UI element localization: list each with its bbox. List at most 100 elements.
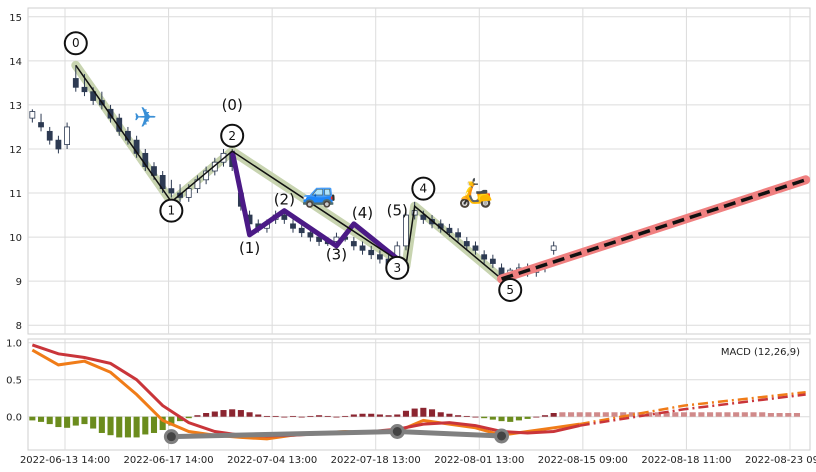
wave-label: 5 xyxy=(506,283,514,297)
wave-label-circle xyxy=(220,123,245,148)
candle-body xyxy=(168,188,175,194)
macd-projection-line xyxy=(579,391,806,426)
macd-histogram-bar xyxy=(428,409,436,417)
macd-histogram-bar xyxy=(177,416,184,422)
airplane-icon: ✈ xyxy=(134,101,157,134)
x-tick-label: 2022-08-01 13:00 xyxy=(434,455,524,466)
macd-panel: 0.0 0.5 1.0 MACD (12,26,9) xyxy=(6,338,811,451)
price-y-tick-label: 10 xyxy=(9,233,22,244)
macd-y-tick-label: 1.0 xyxy=(6,339,22,350)
macd-histogram-bar xyxy=(472,416,479,418)
price-y-tick-label: 9 xyxy=(16,277,22,288)
macd-histogram-bar xyxy=(307,415,314,417)
macd-wave-point xyxy=(163,429,179,445)
macd-histogram-bar xyxy=(446,413,453,417)
macd-wave-point xyxy=(494,428,510,444)
macd-histogram-bar xyxy=(272,415,279,417)
macd-histogram-bar xyxy=(203,413,210,417)
macd-histogram-bar xyxy=(376,414,383,417)
candle-body xyxy=(359,245,366,251)
price-y-tick-label: 12 xyxy=(9,145,22,156)
price-y-tick-label: 15 xyxy=(9,13,22,24)
macd-histogram-bar xyxy=(559,412,566,417)
macd-histogram-bar xyxy=(159,416,166,431)
wave-label: 2 xyxy=(228,129,236,143)
candle-body xyxy=(446,227,453,234)
candle-body xyxy=(403,214,409,247)
subwave-line xyxy=(229,150,408,268)
candle-body xyxy=(29,111,36,119)
macd-histogram-bar xyxy=(611,412,618,417)
macd-histogram-bar xyxy=(767,413,774,417)
candle-body xyxy=(420,214,427,220)
macd-histogram-bar xyxy=(698,412,705,417)
macd-histogram-bar xyxy=(741,412,748,417)
macd-histogram-bar xyxy=(281,416,288,418)
macd-histogram-bar xyxy=(185,416,192,419)
macd-histogram-bar xyxy=(663,412,670,417)
candle-body xyxy=(81,86,88,93)
candle-body xyxy=(550,245,557,251)
macd-histogram-bar xyxy=(689,412,696,417)
macd-histogram-bar xyxy=(646,412,653,417)
macd-histogram-bar xyxy=(750,412,757,417)
macd-y-tick-label: 0.5 xyxy=(6,376,22,387)
macd-histogram-bar xyxy=(107,416,114,436)
macd-histogram-bar xyxy=(246,412,253,417)
candle-body xyxy=(90,91,97,101)
macd-histogram-bar xyxy=(220,410,227,417)
price-y-tick-label: 14 xyxy=(9,57,22,68)
macd-histogram-bar xyxy=(776,413,783,417)
candle-body xyxy=(38,122,44,128)
macd-histogram-bar xyxy=(237,410,244,417)
projection-shadow xyxy=(497,175,811,284)
candle-body xyxy=(72,78,79,88)
price-y-tick-label: 13 xyxy=(9,101,22,112)
macd-histogram-bar xyxy=(680,412,688,417)
macd-histogram-bar xyxy=(350,414,357,417)
macd-histogram-bar xyxy=(124,416,131,438)
macd-histogram-bar xyxy=(568,412,575,417)
wave-label-circle xyxy=(411,176,436,201)
macd-histogram-bar xyxy=(785,413,792,417)
price-y-tick-label: 11 xyxy=(9,189,22,200)
macd-histogram-bar xyxy=(628,412,635,417)
wave-label: 4 xyxy=(420,182,428,196)
macd-histogram-bar xyxy=(455,415,462,417)
macd-histogram-bar xyxy=(793,413,801,417)
macd-histogram-bar xyxy=(81,416,88,425)
macd-histogram-bar xyxy=(481,416,488,419)
macd-histogram-bar xyxy=(394,414,401,417)
macd-histogram-bar xyxy=(211,411,218,417)
macd-histogram-bar xyxy=(150,416,158,433)
macd-histogram-bar xyxy=(229,409,236,417)
wave-label: 1 xyxy=(168,204,176,218)
candle-body xyxy=(307,232,314,238)
macd-legend: MACD (12,26,9) xyxy=(721,347,800,358)
macd-histogram-bar xyxy=(255,414,262,417)
macd-histogram-bar xyxy=(672,412,679,417)
macd-histogram-bar xyxy=(168,416,175,426)
macd-histogram-bar xyxy=(759,412,766,417)
macd-histogram-bar xyxy=(654,412,661,417)
macd-histogram-bar xyxy=(489,416,496,420)
macd-histogram-bar xyxy=(498,416,505,422)
candle-body xyxy=(185,188,192,198)
macd-histogram-bar xyxy=(594,412,601,417)
macd-histogram-bar xyxy=(385,415,392,417)
macd-histogram-bar xyxy=(98,416,105,433)
macd-histogram-bar xyxy=(298,416,305,418)
wave-label: (5) xyxy=(387,202,408,220)
candle-body xyxy=(350,241,357,247)
macd-histogram-bar xyxy=(194,415,201,417)
wave-label-circle xyxy=(385,255,410,280)
candle-body xyxy=(290,223,296,229)
macd-histogram-bar xyxy=(420,407,427,417)
wave-label: (3) xyxy=(326,246,347,264)
macd-histogram-bar xyxy=(142,416,149,435)
macd-histogram-bar xyxy=(29,416,36,421)
macd-histogram-bar xyxy=(585,412,592,417)
x-tick-label: 2022-07-04 13:00 xyxy=(227,455,317,466)
wave-label: 3 xyxy=(393,261,401,275)
